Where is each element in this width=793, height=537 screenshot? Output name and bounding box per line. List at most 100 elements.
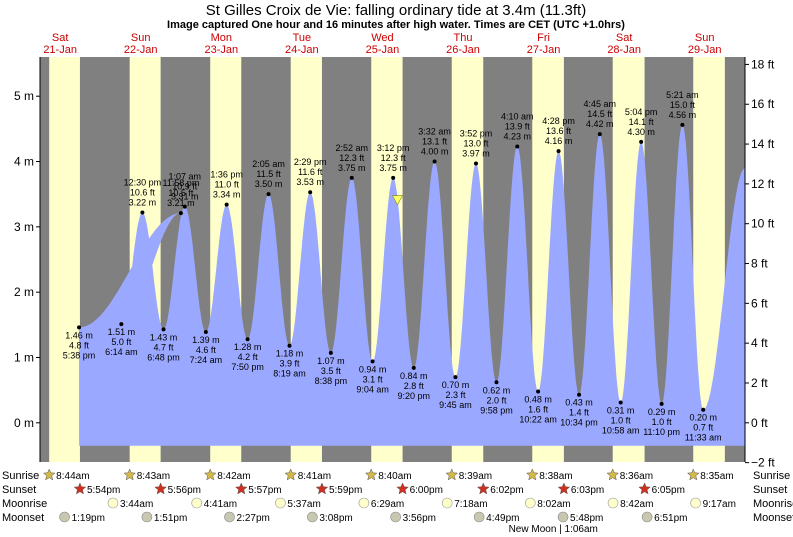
high-tide-point — [266, 192, 271, 197]
low-tide-label: 1.18 m — [276, 349, 304, 359]
sunset-icon — [476, 482, 490, 495]
low-tide-label: 0.43 m — [565, 398, 593, 408]
high-tide-label: 1:36 pm — [210, 170, 243, 180]
low-tide-label: 1.51 m — [108, 327, 136, 337]
day-name-label: Sun — [695, 32, 715, 44]
sunset-time: 6:02pm — [490, 485, 523, 496]
high-tide-label: 3.22 m — [129, 197, 157, 207]
high-tide-point — [178, 211, 183, 216]
low-tide-label: 0.48 m — [524, 394, 552, 404]
low-tide-label: 4.6 ft — [196, 345, 217, 355]
high-tide-label: 13.6 ft — [546, 126, 572, 136]
high-tide-label: 2:52 am — [336, 143, 369, 153]
moonset-icon — [390, 511, 401, 523]
sunrise-time: 8:42am — [217, 471, 250, 482]
low-tide-label: 0.29 m — [648, 407, 676, 417]
low-tide-point — [77, 325, 82, 330]
tide-area — [79, 124, 746, 446]
day-date-label: 26-Jan — [446, 44, 480, 56]
sunset-icon — [73, 482, 87, 495]
sunset-icon — [638, 482, 651, 495]
sunrise-icon — [364, 468, 378, 481]
left-axis-tick-label: 3 m — [14, 220, 34, 234]
high-tide-label: 4:10 am — [501, 111, 534, 121]
moonrise-icon — [441, 497, 453, 509]
sunset-time: 5:54pm — [87, 485, 120, 496]
high-tide-label: 3:32 am — [418, 127, 451, 137]
high-tide-point — [182, 204, 187, 209]
moonrise-row-label-right: Moonrise — [753, 498, 793, 510]
low-tide-label: 1.43 m — [150, 332, 178, 342]
low-tide-point — [119, 322, 124, 327]
high-tide-point — [391, 175, 396, 180]
high-tide-label: 3.50 m — [255, 179, 283, 189]
high-tide-label: 11.0 ft — [214, 180, 239, 190]
right-axis-tick-label: 6 ft — [751, 296, 768, 310]
high-tide-label: 2:05 am — [252, 159, 285, 169]
day-date-label: 29-Jan — [688, 44, 722, 56]
low-tide-label: 11:33 am — [685, 433, 722, 443]
moonrise-icon — [191, 497, 203, 509]
left-axis-tick-label: 2 m — [14, 285, 34, 299]
sunset-time: 5:59pm — [329, 485, 362, 496]
low-tide-point — [701, 407, 706, 412]
sunrise-time: 8:43am — [137, 471, 170, 482]
high-tide-label: 12:30 pm — [124, 177, 162, 187]
day-name-label: Tue — [293, 32, 312, 44]
right-axis-tick-label: 10 ft — [751, 217, 775, 231]
sunset-time: 6:05pm — [652, 485, 685, 496]
sunset-icon — [234, 482, 248, 495]
sunset-icon — [154, 482, 167, 495]
high-tide-point — [515, 144, 520, 149]
low-tide-label: 1.39 m — [192, 335, 220, 345]
current-tide-marker — [391, 195, 403, 206]
day-name-label: Sat — [616, 32, 633, 44]
day-date-label: 22-Jan — [124, 44, 158, 56]
high-tide-label: 3.31 m — [171, 192, 199, 202]
low-tide-label: 10:58 am — [602, 426, 640, 436]
sunrise-row-label-left: Sunrise — [2, 470, 39, 482]
high-tide-label: 11.5 ft — [256, 169, 281, 179]
sunset-icon — [557, 482, 571, 495]
right-axis-tick-label: 0 ft — [751, 416, 768, 430]
high-tide-label: 4:28 pm — [542, 116, 575, 126]
sunrise-icon — [42, 468, 56, 481]
moonrise-time: 5:37am — [287, 499, 320, 510]
moonrise-time: 6:29am — [371, 499, 404, 510]
low-tide-label: 5:38 pm — [63, 350, 96, 360]
high-tide-label: 13.0 ft — [463, 138, 489, 148]
moonrise-icon — [107, 497, 119, 509]
low-tide-label: 0.84 m — [400, 371, 428, 381]
low-tide-label: 4.8 ft — [69, 340, 90, 350]
low-tide-label: 3.5 ft — [321, 366, 342, 376]
day-date-label: 21-Jan — [43, 44, 77, 56]
moonset-time: 5:48pm — [570, 513, 603, 524]
new-moon-note: New Moon | 1:06am — [509, 524, 598, 535]
sun-moon-rows: Sunrise Sunrise Sunset Sunset Moonrise Moonri… — [2, 468, 793, 535]
moonrise-icon — [690, 497, 701, 509]
moonset-icon — [641, 511, 653, 523]
day-date-label: 23-Jan — [204, 44, 238, 56]
low-tide-label: 4.2 ft — [238, 352, 259, 362]
low-tide-label: 10:34 pm — [560, 418, 598, 428]
low-tide-point — [245, 337, 250, 342]
moonset-icon — [141, 511, 153, 523]
high-tide-label: 4.56 m — [669, 110, 697, 120]
high-tide-label: 10.6 ft — [130, 187, 156, 197]
day-name-label: Wed — [371, 32, 393, 44]
high-tide-label: 10.5 ft — [168, 188, 194, 198]
high-tide-point — [680, 122, 685, 127]
left-axis-tick-label: 1 m — [14, 350, 34, 364]
high-tide-point — [639, 139, 644, 144]
low-tide-label: 0.31 m — [607, 406, 635, 416]
high-tide-point — [308, 190, 313, 195]
high-tide-label: 13.1 ft — [422, 137, 448, 147]
low-tide-point — [618, 400, 623, 405]
high-tide-label: 5:21 am — [666, 90, 699, 100]
low-tide-point — [328, 350, 333, 355]
left-axis-tick-label: 5 m — [14, 89, 34, 103]
high-tide-label: 4.42 m — [586, 119, 614, 129]
right-axis-tick-label: −2 ft — [751, 456, 775, 470]
moonset-time: 4:49pm — [486, 513, 519, 524]
